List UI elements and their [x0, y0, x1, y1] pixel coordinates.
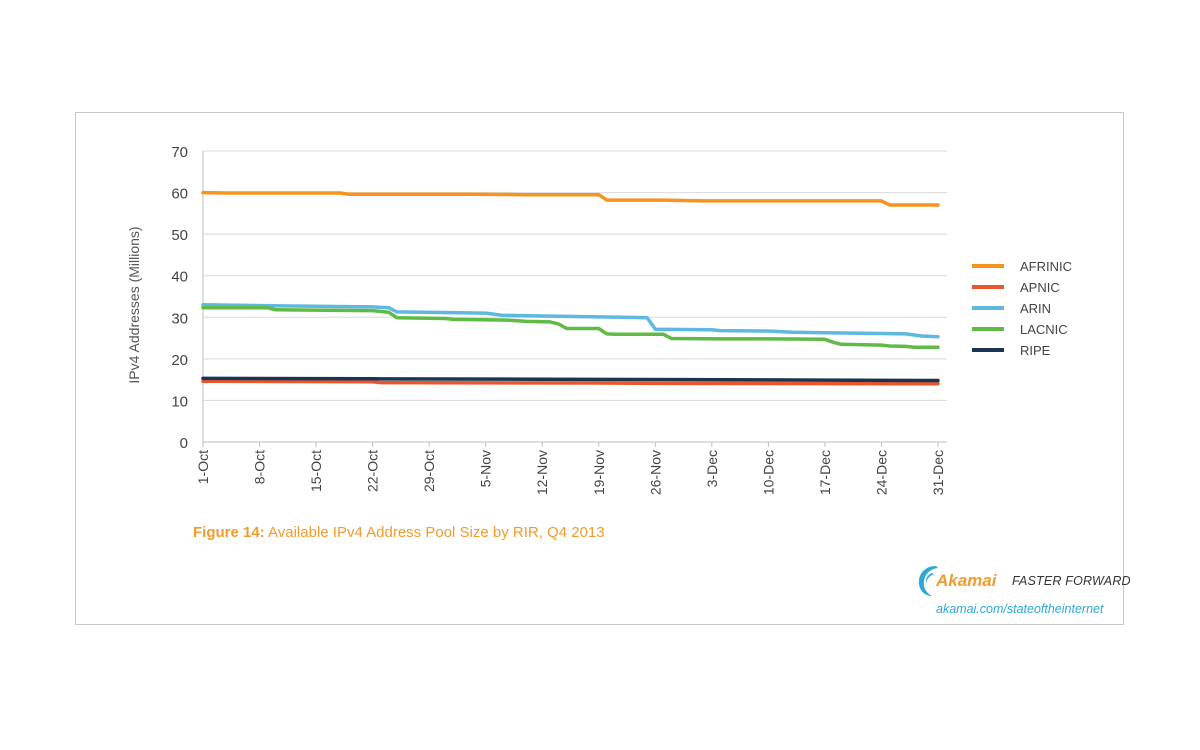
y-tick-label: 0	[180, 435, 188, 452]
x-tick-label: 10-Dec	[760, 450, 776, 495]
figure-caption: Figure 14: Available IPv4 Address Pool S…	[193, 524, 605, 541]
x-tick-label: 12-Nov	[534, 450, 550, 495]
x-tick-label: 17-Dec	[817, 450, 833, 495]
series-lines	[201, 190, 940, 386]
y-tick-label: 20	[171, 352, 188, 369]
series-line-arin	[201, 303, 940, 339]
y-tick-label: 30	[171, 310, 188, 327]
series-line-apnic	[201, 379, 940, 386]
y-tick-label: 70	[171, 144, 188, 161]
figure-caption-text: Available IPv4 Address Pool Size by RIR,…	[264, 524, 605, 541]
legend-label: ARIN	[1020, 301, 1051, 316]
y-axis-label: IPv4 Addresses (Millions)	[126, 226, 142, 383]
legend-item-arin: ARIN	[972, 301, 1051, 316]
x-tick-label: 29-Oct	[421, 450, 437, 492]
figure-caption-label: Figure 14:	[193, 524, 265, 541]
x-tick-label: 3-Dec	[704, 450, 720, 487]
y-axis: 0 10 20 30 40 50 60 70	[171, 144, 204, 452]
brand-url[interactable]: akamai.com/stateoftheinternet	[936, 602, 1104, 616]
legend-item-apnic: APNIC	[972, 280, 1060, 295]
x-tick-label: 5-Nov	[478, 450, 494, 487]
series-line-afrinic	[201, 190, 940, 207]
legend-item-afrinic: AFRINIC	[972, 259, 1072, 274]
x-tick-label: 22-Oct	[365, 450, 381, 492]
x-tick-label: 26-Nov	[647, 450, 663, 495]
x-tick-label: 19-Nov	[591, 450, 607, 495]
x-tick-label: 8-Oct	[252, 450, 268, 484]
y-tick-label: 50	[171, 227, 188, 244]
legend-label: AFRINIC	[1020, 259, 1072, 274]
akamai-swoosh-icon	[918, 566, 938, 596]
series-line-ripe	[201, 376, 940, 383]
legend-label: RIPE	[1020, 343, 1051, 358]
x-tick-label: 1-Oct	[195, 450, 211, 484]
y-tick-label: 60	[171, 186, 188, 203]
legend-item-lacnic: LACNIC	[972, 322, 1068, 337]
legend-label: LACNIC	[1020, 322, 1068, 337]
brand-tagline: FASTER FORWARD	[1012, 574, 1131, 588]
akamai-branding: Akamai FASTER FORWARD	[916, 563, 1131, 599]
grid-lines	[203, 150, 947, 401]
legend: AFRINIC APNIC ARIN LACNIC RIPE	[972, 259, 1072, 358]
x-tick-label: 31-Dec	[930, 450, 946, 495]
chart-frame	[75, 112, 1124, 625]
legend-label: APNIC	[1020, 280, 1060, 295]
legend-item-ripe: RIPE	[972, 343, 1051, 358]
x-tick-label: 24-Dec	[873, 450, 889, 495]
akamai-wordmark: Akamai	[936, 571, 997, 590]
y-tick-label: 40	[171, 269, 188, 286]
y-tick-label: 10	[171, 393, 188, 410]
x-tick-label: 15-Oct	[308, 450, 324, 492]
series-line-lacnic	[201, 305, 940, 349]
x-axis: 1-Oct 8-Oct 15-Oct 22-Oct 29-Oct 5-Nov 12-Nov 1…	[195, 441, 947, 495]
